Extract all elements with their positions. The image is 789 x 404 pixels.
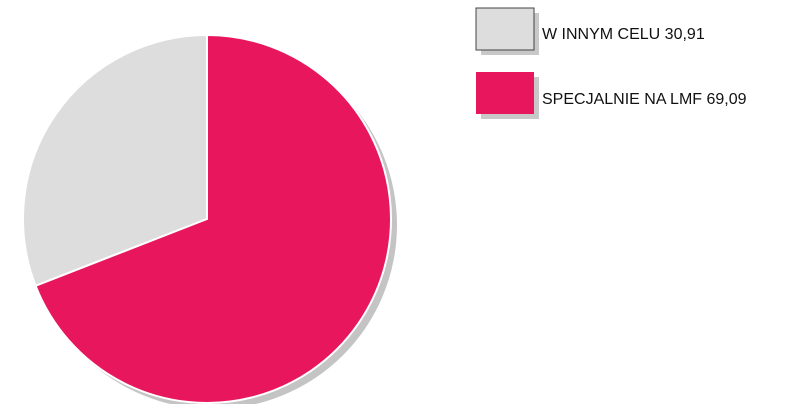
pie-slices [22, 33, 392, 404]
pie-slice-w-innym-celu [22, 33, 208, 288]
legend-swatch-specjalnie-na-lmf [476, 72, 534, 114]
legend-item: SPECJALNIE NA LMF 69,09 [476, 72, 747, 119]
legend-label-w-innym-celu: W INNYM CELU 30,91 [542, 26, 705, 43]
legend-item: W INNYM CELU 30,91 [475, 7, 705, 55]
legend-swatch-w-innym-celu [475, 7, 535, 51]
legend-label-specjalnie-na-lmf: SPECJALNIE NA LMF 69,09 [542, 91, 747, 108]
legend: W INNYM CELU 30,91 SPECJALNIE NA LMF 69,… [475, 7, 747, 119]
pie-slice-specjalnie-na-lmf [34, 33, 392, 404]
